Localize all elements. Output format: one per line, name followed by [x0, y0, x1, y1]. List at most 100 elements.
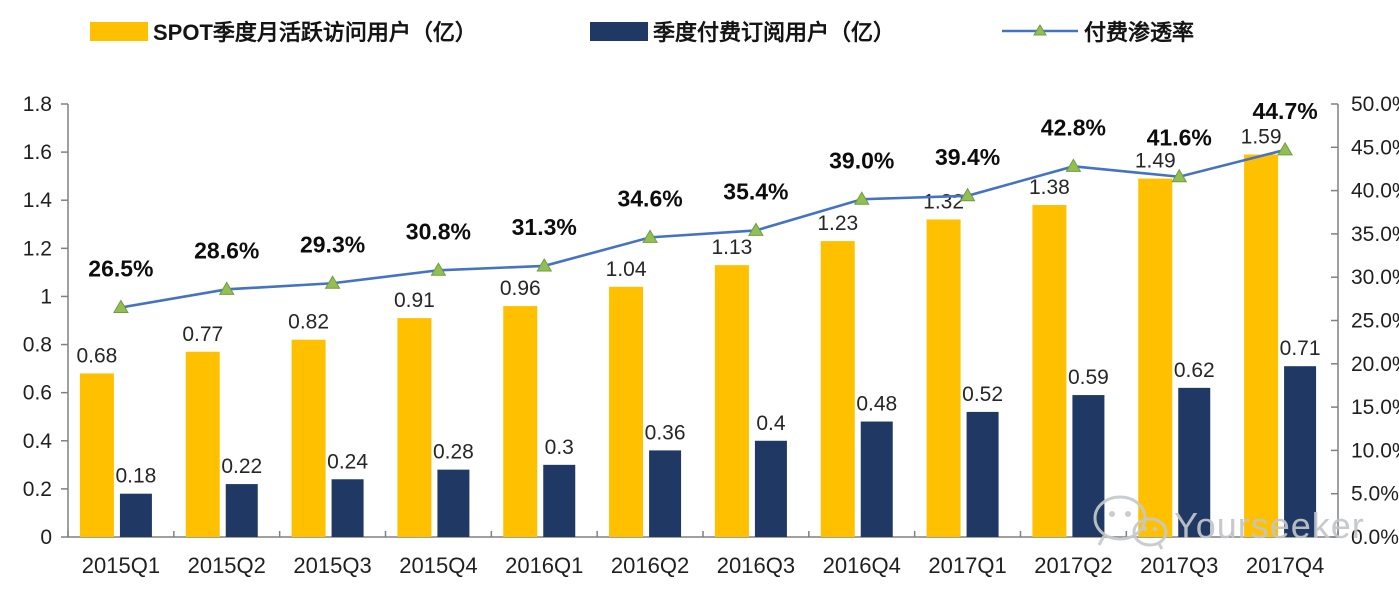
- bar-subscribers-2016Q4: [860, 421, 893, 537]
- penetration-label-2017Q2: 42.8%: [1041, 114, 1106, 140]
- line-marker-2017Q2: [1065, 158, 1082, 172]
- chart-legend: SPOT季度月活跃访问用户（亿） 季度付费订阅用户（亿） 付费渗透率: [0, 0, 1399, 60]
- line-marker-2017Q1: [959, 187, 976, 202]
- line-marker-2015Q4: [430, 262, 447, 276]
- bar-label-mau-2017Q4: 1.59: [1241, 126, 1282, 149]
- bar-label-subscribers-2015Q3: 0.24: [327, 450, 368, 473]
- penetration-label-2017Q4: 44.7%: [1252, 98, 1317, 124]
- watermark-text: Yourseeker: [1174, 504, 1365, 546]
- legend-item-penetration-rate: 付费渗透率: [1002, 16, 1194, 46]
- bar-label-mau-2017Q2: 1.38: [1029, 176, 1070, 199]
- bar-subscribers-2017Q2: [1072, 395, 1105, 537]
- bar-mau-2017Q3: [1138, 178, 1173, 538]
- bar-label-subscribers-2017Q4: 0.71: [1280, 337, 1321, 360]
- legend-label-subscribers: 季度付费订阅用户（亿）: [653, 20, 896, 45]
- wechat-icon: [1093, 495, 1168, 550]
- bar-mau-2016Q2: [609, 286, 644, 537]
- bar-subscribers-2016Q2: [649, 450, 682, 537]
- bar-mau-2016Q4: [820, 241, 855, 537]
- right-axis-tick-label: 45.0%: [1351, 136, 1399, 159]
- bar-label-mau-2016Q3: 1.13: [711, 236, 752, 259]
- penetration-label-2016Q3: 35.4%: [723, 178, 788, 204]
- x-axis-label-2015Q2: 2015Q2: [188, 553, 266, 578]
- bar-mau-2015Q4: [397, 318, 432, 537]
- right-axis-tick-label: 50.0%: [1351, 93, 1399, 116]
- line-marker-2015Q1: [113, 299, 129, 314]
- bar-subscribers-2015Q2: [225, 484, 258, 537]
- bar-mau-2017Q4: [1244, 154, 1279, 537]
- right-axis-tick-label: 30.0%: [1351, 266, 1399, 289]
- left-axis-tick-label: 0.6: [23, 382, 52, 405]
- bar-subscribers-2015Q4: [437, 469, 470, 537]
- right-axis-tick-label: 40.0%: [1351, 180, 1399, 203]
- left-axis-tick-label: 0: [40, 526, 52, 549]
- bar-label-subscribers-2016Q2: 0.36: [645, 421, 686, 444]
- penetration-label-2017Q3: 41.6%: [1147, 125, 1212, 151]
- line-marker-2015Q2: [218, 281, 235, 295]
- bar-subscribers-2016Q1: [543, 464, 576, 537]
- bar-label-mau-2016Q1: 0.96: [500, 277, 541, 300]
- legend-swatch-subscribers: [590, 21, 648, 41]
- penetration-label-2016Q4: 39.0%: [829, 147, 894, 173]
- bar-label-subscribers-2017Q2: 0.59: [1068, 366, 1109, 389]
- right-axis-tick-label: 5.0%: [1351, 483, 1399, 506]
- x-axis-label-2015Q4: 2015Q4: [399, 553, 477, 578]
- bar-mau-2017Q1: [926, 219, 961, 537]
- bar-label-mau-2016Q2: 1.04: [606, 258, 647, 281]
- line-marker-2016Q2: [642, 229, 658, 243]
- x-axis-label-2017Q3: 2017Q3: [1140, 553, 1218, 578]
- bar-mau-2016Q1: [503, 306, 538, 537]
- x-axis-label-2017Q1: 2017Q1: [928, 553, 1006, 578]
- bar-label-mau-2016Q4: 1.23: [817, 212, 858, 235]
- bar-label-mau-2017Q3: 1.49: [1135, 150, 1176, 173]
- bar-label-mau-2015Q4: 0.91: [394, 289, 435, 312]
- legend-swatch-mau: [90, 21, 148, 41]
- bar-label-mau-2015Q1: 0.68: [76, 344, 117, 367]
- right-axis-tick-label: 20.0%: [1351, 353, 1399, 376]
- x-axis-label-2015Q3: 2015Q3: [293, 553, 371, 578]
- right-axis-tick-label: 15.0%: [1351, 396, 1399, 419]
- bar-subscribers-2017Q1: [966, 411, 999, 537]
- bar-mau-2015Q1: [79, 373, 114, 537]
- penetration-label-2015Q3: 29.3%: [300, 231, 365, 257]
- legend-line-marker-icon: [1002, 23, 1078, 39]
- bar-mau-2017Q2: [1032, 205, 1067, 538]
- legend-item-subscribers: 季度付费订阅用户（亿）: [590, 16, 895, 46]
- x-axis-label-2016Q4: 2016Q4: [823, 553, 901, 578]
- x-axis-label-2017Q2: 2017Q2: [1034, 553, 1112, 578]
- bar-label-subscribers-2016Q1: 0.3: [545, 436, 574, 459]
- x-axis-label-2016Q2: 2016Q2: [611, 553, 689, 578]
- left-axis-tick-label: 1: [40, 285, 52, 308]
- bar-label-subscribers-2016Q4: 0.48: [856, 393, 897, 416]
- bar-subscribers-2015Q1: [119, 493, 152, 537]
- line-marker-2017Q4: [1277, 141, 1293, 156]
- bar-subscribers-2017Q4: [1284, 366, 1317, 537]
- x-axis-label-2016Q1: 2016Q1: [505, 553, 583, 578]
- penetration-label-2016Q1: 31.3%: [512, 214, 577, 240]
- left-axis-tick-label: 0.8: [23, 334, 52, 357]
- left-axis-tick-label: 1.6: [23, 141, 52, 164]
- bar-label-subscribers-2017Q1: 0.52: [962, 383, 1003, 406]
- penetration-label-2015Q1: 26.5%: [88, 256, 153, 282]
- right-axis-tick-label: 0.0%: [1351, 526, 1399, 549]
- bar-label-mau-2017Q1: 1.32: [923, 190, 964, 213]
- bar-label-mau-2015Q2: 0.77: [182, 323, 223, 346]
- watermark: Yourseeker: [1088, 492, 1365, 552]
- penetration-line: [120, 148, 1286, 309]
- right-axis-tick-label: 25.0%: [1351, 310, 1399, 333]
- line-marker-2016Q4: [853, 191, 870, 205]
- bar-mau-2015Q3: [291, 339, 326, 537]
- bar-label-subscribers-2016Q3: 0.4: [756, 412, 786, 435]
- penetration-label-2016Q2: 34.6%: [617, 185, 682, 211]
- x-axis-label-2015Q1: 2015Q1: [82, 553, 160, 578]
- left-axis-tick-label: 0.4: [23, 430, 53, 453]
- right-axis-tick-label: 35.0%: [1351, 223, 1399, 246]
- legend-item-mau: SPOT季度月活跃访问用户（亿）: [90, 16, 477, 46]
- left-axis-tick-label: 1.2: [23, 237, 52, 260]
- line-marker-2017Q3: [1171, 168, 1188, 183]
- bar-subscribers-2015Q3: [331, 479, 364, 537]
- line-marker-2016Q1: [536, 257, 553, 272]
- penetration-label-2017Q1: 39.4%: [935, 144, 1000, 170]
